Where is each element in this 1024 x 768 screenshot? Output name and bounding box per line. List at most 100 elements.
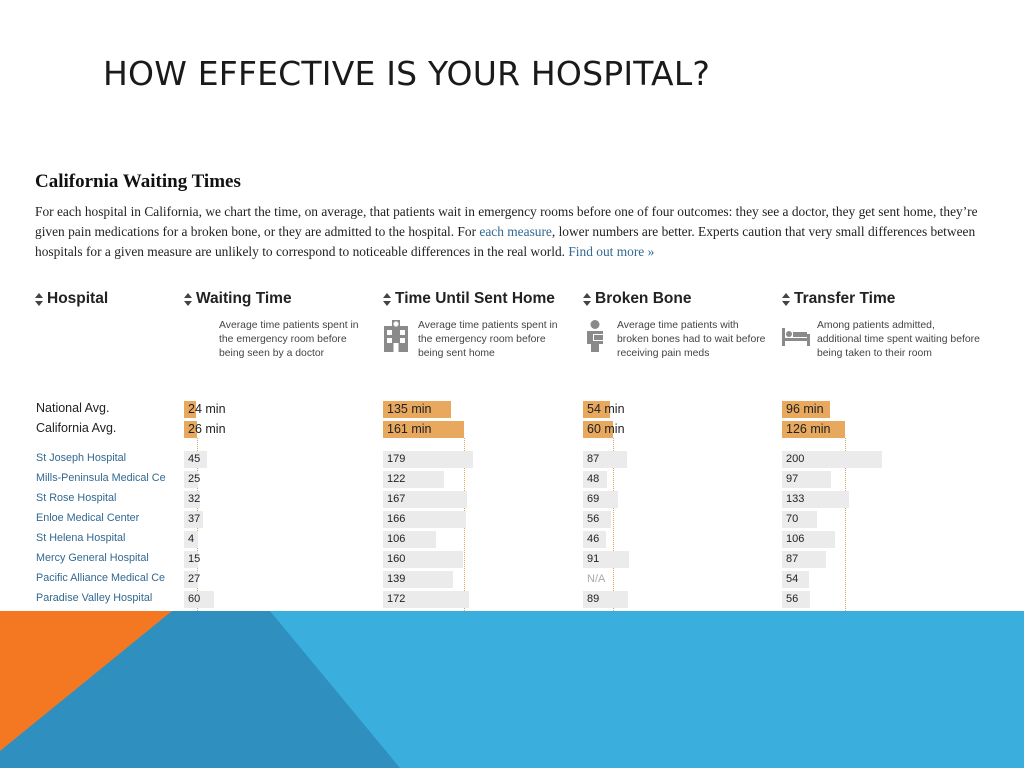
hospital-waiting-value: 32	[188, 493, 201, 505]
hospital-broken-bone-bar	[583, 531, 606, 548]
sort-icon	[184, 292, 192, 306]
hospital-transfer-bar	[782, 571, 809, 588]
transfer-time-description: Among patients admitted, additional time…	[817, 320, 980, 359]
california-avg-broken-bone-bar	[583, 421, 613, 438]
hospital-transfer-bar	[782, 471, 831, 488]
hospital-name-link[interactable]: Paradise Valley Hospital	[36, 592, 153, 604]
hospital-waiting-value: 25	[188, 473, 201, 485]
sort-icon	[782, 292, 790, 306]
national-avg-sent-home-bar	[383, 401, 451, 418]
hospital-waiting-value: 45	[188, 453, 201, 465]
hospital-sent-home-bar	[383, 511, 466, 528]
hospital-sent-home-value: 166	[387, 513, 406, 525]
hospital-sent-home-value: 167	[387, 493, 406, 505]
embed-title: California Waiting Times	[35, 171, 241, 192]
sort-icon	[583, 292, 591, 306]
hospital-transfer-bar	[782, 551, 826, 568]
hospital-broken-bone-bar	[583, 491, 618, 508]
broken-bone-header-label: Broken Bone	[595, 290, 692, 307]
national-avg-waiting-value: 24 min	[188, 402, 226, 416]
hospital-sent-home-bar	[383, 571, 453, 588]
hospital-sent-home-value: 122	[387, 473, 406, 485]
hospital-name-link[interactable]: Mercy General Hospital	[36, 552, 149, 564]
hospital-waiting-bar	[184, 451, 207, 468]
national-avg-sent-home-value: 135 min	[387, 402, 432, 416]
national-avg-waiting-bar	[184, 401, 196, 418]
hospital-waiting-bar	[184, 531, 198, 548]
hospital-name-link[interactable]: St Rose Hospital	[36, 492, 117, 504]
california-avg-waiting-bar	[184, 421, 197, 438]
sent-home-header-label: Time Until Sent Home	[395, 290, 555, 307]
hospital-name-link[interactable]: Mills-Peninsula Medical Ce	[36, 472, 166, 484]
hospital-sent-home-value: 160	[387, 553, 406, 565]
sort-broken-bone-header[interactable]: Broken Bone	[583, 290, 691, 308]
slide-decoration	[0, 611, 1024, 768]
hospital-sent-home-value: 106	[387, 533, 406, 545]
hospital-sent-home-bar	[383, 471, 444, 488]
sort-waiting-time-header[interactable]: Waiting Time	[184, 290, 292, 308]
hospital-name-link[interactable]: Enloe Medical Center	[36, 512, 140, 524]
california-avg-sent-home-value: 161 min	[387, 422, 432, 436]
hospital-sent-home-bar	[383, 531, 436, 548]
hospital-broken-bone-value: 69	[587, 493, 600, 505]
hospital-broken-bone-bar	[583, 591, 628, 608]
hospital-sent-home-bar	[383, 451, 473, 468]
hospital-waiting-value: 60	[188, 593, 201, 605]
hospital-transfer-value: 87	[786, 553, 799, 565]
hospital-sent-home-value: 139	[387, 573, 406, 585]
hospital-waiting-bar	[184, 471, 198, 488]
find-out-more-link[interactable]: Find out more »	[568, 244, 655, 259]
california-avg-sent-home-bar	[383, 421, 464, 438]
hospital-broken-bone-value: N/A	[587, 573, 606, 585]
hospital-broken-bone-bar	[583, 471, 607, 488]
hospital-sent-home-bar	[383, 591, 469, 608]
california-avg-broken-bone-reference-line	[613, 438, 614, 611]
hospital-transfer-bar	[782, 491, 849, 508]
national-avg-transfer-bar	[782, 401, 830, 418]
patient-with-cast-icon	[584, 320, 608, 357]
page-title: HOW EFFECTIVE IS YOUR HOSPITAL?	[103, 54, 711, 93]
hospital-waiting-value: 15	[188, 553, 201, 565]
hospital-transfer-bar	[782, 591, 810, 608]
hospital-transfer-value: 54	[786, 573, 799, 585]
hospital-waiting-bar	[184, 591, 214, 608]
hospital-transfer-bar	[782, 531, 835, 548]
sort-sent-home-header[interactable]: Time Until Sent Home	[383, 290, 555, 308]
sort-icon	[35, 292, 43, 306]
hospital-broken-bone-value: 91	[587, 553, 600, 565]
national-avg-broken-bone-value: 54 min	[587, 402, 625, 416]
hospital-sent-home-value: 179	[387, 453, 406, 465]
california-avg-transfer-bar	[782, 421, 845, 438]
hospital-waiting-bar	[184, 491, 200, 508]
hospital-broken-bone-value: 56	[587, 513, 600, 525]
california-avg-label: California Avg.	[36, 421, 117, 435]
hospital-transfer-value: 106	[786, 533, 805, 545]
hospital-broken-bone-bar	[583, 451, 627, 468]
hospital-broken-bone-value: 48	[587, 473, 600, 485]
hospital-name-link[interactable]: St Helena Hospital	[36, 532, 126, 544]
sort-hospital-header[interactable]: Hospital	[35, 290, 108, 308]
sort-transfer-time-header[interactable]: Transfer Time	[782, 290, 895, 308]
hospital-sent-home-value: 172	[387, 593, 406, 605]
transfer-time-header-label: Transfer Time	[794, 290, 896, 307]
hospital-sent-home-bar	[383, 551, 463, 568]
waiting-time-description: Average time patients spent in the emerg…	[219, 320, 359, 359]
hospital-waiting-bar	[184, 571, 198, 588]
hospital-transfer-value: 133	[786, 493, 805, 505]
national-avg-broken-bone-bar	[583, 401, 610, 418]
waiting-time-header-label: Waiting Time	[196, 290, 292, 307]
hospital-waiting-value: 27	[188, 573, 201, 585]
california-avg-waiting-value: 26 min	[188, 422, 226, 436]
sent-home-description: Average time patients spent in the emerg…	[418, 320, 558, 359]
sort-icon	[383, 292, 391, 306]
california-avg-transfer-value: 126 min	[786, 422, 831, 436]
hospital-waiting-bar	[184, 551, 198, 568]
hospital-name-link[interactable]: Pacific Alliance Medical Ce	[36, 572, 166, 584]
each-measure-link[interactable]: each measure	[479, 224, 552, 239]
hospital-waiting-bar	[184, 511, 203, 528]
hospital-name-link[interactable]: St Joseph Hospital	[36, 452, 127, 464]
hospital-transfer-bar	[782, 451, 882, 468]
hospital-waiting-value: 4	[188, 533, 195, 545]
national-avg-label: National Avg.	[36, 401, 110, 415]
hospital-transfer-value: 97	[786, 473, 799, 485]
